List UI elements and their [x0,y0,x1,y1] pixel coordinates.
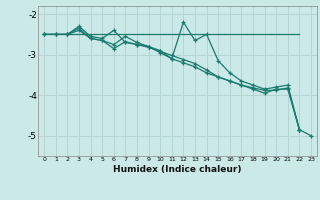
X-axis label: Humidex (Indice chaleur): Humidex (Indice chaleur) [113,165,242,174]
